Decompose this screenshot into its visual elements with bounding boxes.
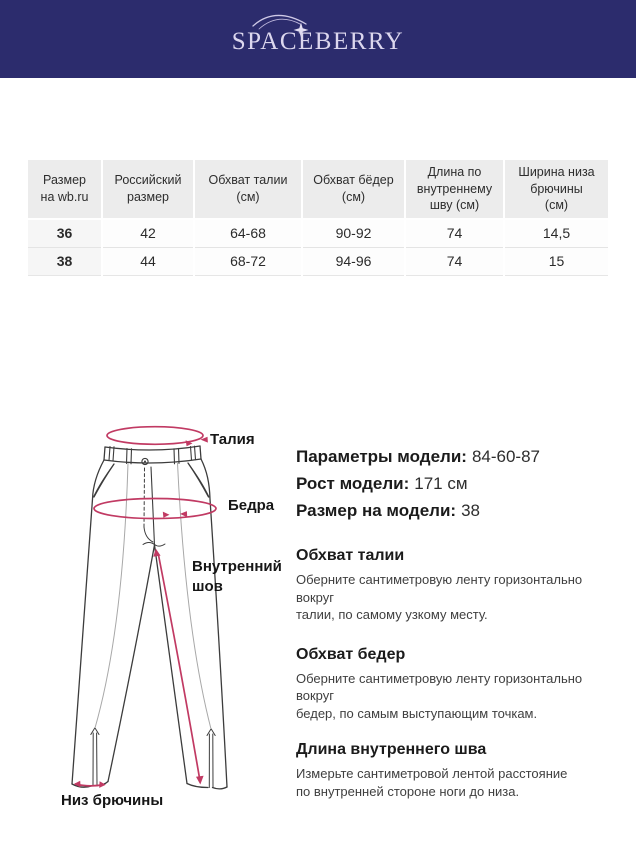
cell-hem-width: 14,5 bbox=[504, 217, 608, 247]
cell-inseam-length: 74 bbox=[405, 217, 505, 247]
col-header-russian-size: Российский размер bbox=[102, 160, 195, 219]
cell-hips: 94-96 bbox=[302, 246, 406, 275]
model-size-label: Размер на модели: bbox=[296, 501, 457, 520]
model-info-line: Размер на модели: 38 bbox=[296, 497, 540, 524]
diagram-label-hips: Бедра bbox=[228, 497, 275, 514]
guide-inseam-text: Измерьте сантиметровой лентой расстояние… bbox=[296, 766, 568, 799]
size-table-row-36: 36 42 64-68 90-92 74 14,5 bbox=[28, 217, 608, 247]
cell-waist: 64-68 bbox=[194, 217, 303, 247]
comet-star-icon bbox=[252, 14, 309, 38]
cell-size: 36 bbox=[28, 217, 103, 247]
col-header-inseam-length: Длина по внутреннему шву (см) bbox=[405, 160, 505, 219]
cell-inseam-length: 74 bbox=[405, 246, 505, 275]
brand-logo-text: SPACEBERRY bbox=[231, 28, 405, 55]
model-size-value: 38 bbox=[461, 501, 480, 520]
cell-russian-size: 44 bbox=[102, 246, 195, 275]
model-info-line: Рост модели: 171 см bbox=[296, 470, 540, 497]
model-height-value: 171 см bbox=[414, 474, 468, 493]
size-table: Размер на wb.ru Российский размер Обхват… bbox=[28, 160, 608, 276]
brand-header: SPACEBERRY bbox=[0, 0, 636, 78]
col-header-waist: Обхват талии (см) bbox=[194, 160, 303, 219]
model-height-label: Рост модели: bbox=[296, 474, 410, 493]
guide-hips-text: Оберните сантиметровую ленту горизонталь… bbox=[296, 670, 583, 721]
pants-creases bbox=[94, 462, 212, 730]
diagram-label-hem: Низ брючины bbox=[61, 792, 164, 809]
hips-measure-ellipse bbox=[93, 497, 217, 520]
guide-waist-text: Оберните сантиметровую ленту горизонталь… bbox=[296, 572, 583, 622]
diagram-label-inseam: Внутренний шов bbox=[192, 558, 282, 595]
size-table-header-row: Размер на wb.ru Российский размер Обхват… bbox=[28, 160, 608, 219]
cell-size: 38 bbox=[28, 246, 103, 275]
col-header-hem-width: Ширина низа брючины (см) bbox=[504, 160, 608, 219]
diagram-label-waist: Талия bbox=[210, 431, 255, 448]
guide-waist-title: Обхват талии bbox=[296, 547, 405, 564]
pants-diagram bbox=[71, 425, 228, 790]
waist-measure-ellipse bbox=[106, 425, 204, 446]
model-info-line: Параметры модели: 84-60-87 bbox=[296, 443, 540, 470]
guide-inseam-title: Длина внутреннего шва bbox=[296, 741, 487, 758]
model-params-value: 84-60-87 bbox=[471, 447, 541, 466]
col-header-size-wb: Размер на wb.ru bbox=[28, 160, 103, 219]
inseam-measure-arrow bbox=[157, 554, 201, 779]
cell-waist: 68-72 bbox=[194, 246, 303, 275]
model-params-label: Параметры модели: bbox=[296, 447, 467, 466]
cell-hips: 90-92 bbox=[302, 217, 406, 247]
measurement-guide: Обхват талии Оберните сантиметровую лент… bbox=[296, 546, 618, 800]
cell-russian-size: 42 bbox=[102, 217, 195, 247]
size-table-row-38: 38 44 68-72 94-96 74 15 bbox=[28, 246, 608, 275]
col-header-hips: Обхват бёдер (см) bbox=[302, 160, 406, 219]
model-info: Параметры модели: 84-60-87 Рост модели: 17… bbox=[296, 443, 540, 524]
measurement-arrows bbox=[74, 425, 217, 787]
pants-outline bbox=[71, 445, 228, 790]
guide-hips-title: Обхват бедер bbox=[296, 645, 406, 663]
measurement-arrowheads bbox=[73, 436, 208, 788]
cell-hem-width: 15 bbox=[504, 246, 608, 275]
